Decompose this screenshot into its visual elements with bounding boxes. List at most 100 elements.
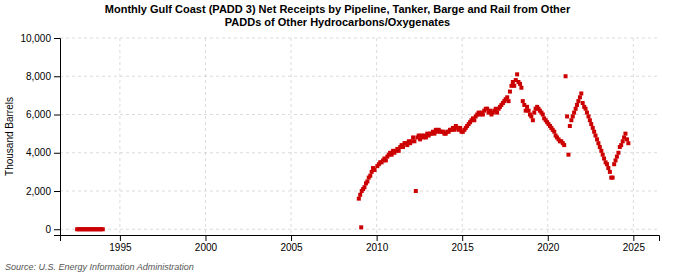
tick-label: 2010: [366, 242, 389, 253]
grid-line: [633, 38, 634, 235]
grid-line: [60, 38, 659, 39]
tick-mark: [54, 229, 60, 230]
tick-label: 2005: [280, 242, 303, 253]
annotation: Source: U.S. Energy Information Administ…: [5, 262, 194, 272]
tick-label: 0: [45, 224, 51, 235]
point: [568, 124, 572, 128]
point: [401, 145, 405, 149]
point: [612, 162, 616, 166]
point: [518, 82, 522, 86]
tick-mark: [205, 235, 206, 241]
point: [576, 99, 580, 103]
x-axis: 1995200020052010201520202025: [61, 235, 660, 253]
grid-line: [60, 76, 659, 77]
tick-label: 2015: [452, 242, 475, 253]
point: [584, 107, 588, 111]
point: [541, 113, 545, 117]
tick: 0: [45, 224, 60, 235]
point: [589, 122, 593, 126]
tick: 2,000: [26, 186, 60, 197]
point: [571, 114, 575, 118]
tick: 2000: [195, 235, 218, 253]
point: [614, 158, 618, 162]
point: [515, 72, 519, 76]
point: [521, 99, 525, 103]
tick-mark: [633, 235, 634, 241]
tick-label: 4,000: [26, 147, 51, 158]
grid-line: [376, 38, 377, 235]
tick: 2010: [366, 235, 389, 253]
point: [598, 145, 602, 149]
tick: 8,000: [26, 71, 60, 82]
tick-mark: [462, 235, 463, 241]
point: [531, 118, 535, 122]
tick: 10,000: [20, 33, 60, 44]
tick-mark: [548, 235, 549, 241]
y-axis-label: Thousand Barrels: [4, 97, 15, 176]
point: [414, 189, 418, 193]
grid-line: [119, 38, 120, 235]
tick: 4,000: [26, 147, 60, 158]
tick-mark: [291, 235, 292, 241]
point: [384, 158, 388, 162]
tick: 6,000: [26, 109, 60, 120]
tick-mark: [54, 38, 60, 39]
grid-line: [462, 38, 463, 235]
point: [605, 162, 609, 166]
title: Monthly Gulf Coast (PADD 3) Net Receipts…: [105, 3, 571, 28]
plot: 199520002005201020152020202502,0004,0006…: [20, 33, 659, 253]
point: [575, 103, 579, 107]
point: [358, 193, 362, 197]
point: [599, 149, 603, 153]
point: [596, 141, 600, 145]
point: [611, 176, 615, 180]
tick: 2025: [623, 235, 646, 253]
point: [626, 141, 630, 145]
point: [595, 137, 599, 141]
grid-line: [291, 38, 292, 235]
axis-line: [61, 236, 660, 242]
point: [562, 143, 566, 147]
point: [373, 168, 377, 172]
point: [519, 86, 523, 90]
point: [512, 84, 516, 88]
point: [569, 118, 573, 122]
point: [101, 227, 105, 231]
point: [601, 153, 605, 157]
point: [565, 114, 569, 118]
point: [566, 153, 570, 157]
tick-label: 2025: [623, 242, 646, 253]
point: [621, 139, 625, 143]
tick-label: 8,000: [26, 71, 51, 82]
tick-label: 10,000: [20, 33, 51, 44]
tick: 2005: [280, 235, 303, 253]
grid: [60, 38, 659, 235]
point: [579, 91, 583, 95]
tick-mark: [54, 153, 60, 154]
point: [616, 151, 620, 155]
point: [592, 130, 596, 134]
point: [594, 134, 598, 138]
tick-label: 2,000: [26, 186, 51, 197]
point: [552, 130, 556, 134]
point: [527, 109, 531, 113]
point: [608, 170, 612, 174]
point: [472, 118, 476, 122]
grid-line: [547, 38, 548, 235]
tick-label: 6,000: [26, 109, 51, 120]
point: [365, 179, 369, 183]
y-axis: 0 2,000 4,000 6,000 8,000 10,000: [20, 33, 60, 236]
points: [75, 72, 630, 231]
tick: 2020: [537, 235, 560, 253]
point: [357, 197, 361, 201]
point: [412, 139, 416, 143]
point: [591, 126, 595, 130]
point: [362, 185, 366, 189]
grid-line: [60, 191, 659, 192]
point: [615, 155, 619, 159]
point: [578, 95, 582, 99]
point: [529, 114, 533, 118]
point: [495, 111, 499, 115]
point: [508, 90, 512, 94]
tick-mark: [120, 235, 121, 241]
